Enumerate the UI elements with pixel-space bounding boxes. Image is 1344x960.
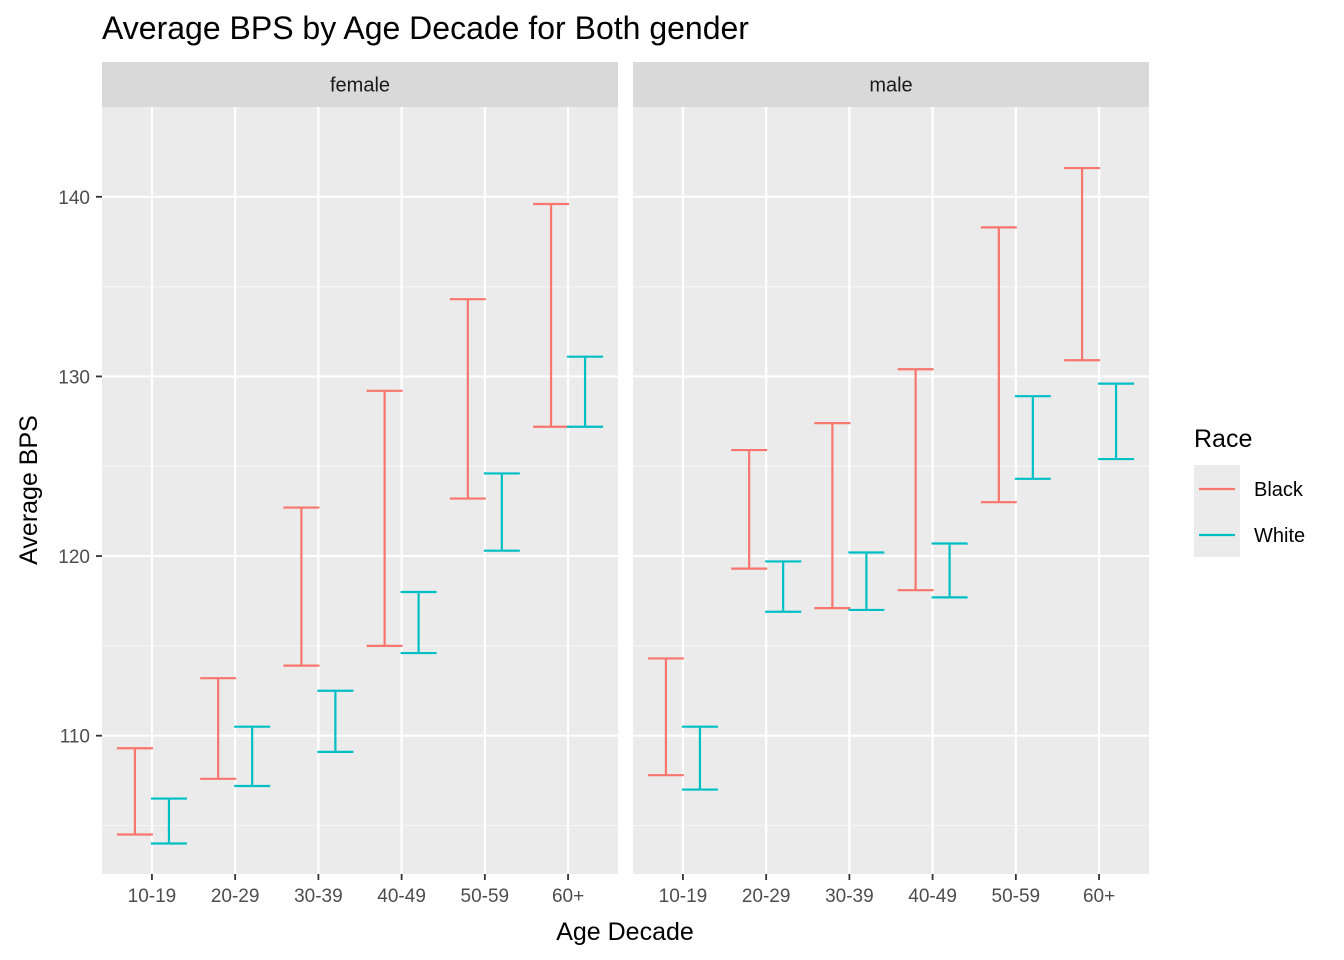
facet-strip-label: female [330,75,390,97]
x-tick-label: 30-39 [294,886,343,907]
legend: Race Black White [1194,425,1305,557]
errorbar-black [647,657,684,777]
errorbar-black [366,389,403,647]
errorbar-black [200,677,237,780]
x-tick-label: 20-29 [742,886,791,907]
errorbar-black [731,448,768,570]
y-tick-label: 120 [58,547,90,568]
facet-panels: female male [102,62,1149,874]
errorbar-white [1098,382,1135,461]
y-tick-label: 130 [58,367,90,388]
errorbar-black [283,506,320,667]
x-tick-label: 40-49 [908,886,957,907]
errorbar-white [848,551,885,612]
x-tick-label: 10-19 [659,886,708,907]
errorbar-white [765,560,802,613]
legend-label: Black [1254,479,1304,501]
facet-strip-label: male [869,75,912,97]
errorbar-black [116,747,153,836]
facet-panel-female: female [102,62,618,874]
facet-panel-male: male [633,62,1149,874]
x-tick-label: 20-29 [211,886,260,907]
x-axis: 10-19 20-29 30-39 40-49 50-59 60+ 10-19 20-29 30… [128,874,1115,907]
errorbar-black [449,298,486,500]
errorbar-white [483,472,520,552]
errorbar-white [681,725,718,791]
y-axis: 110 120 130 140 [58,188,102,748]
errorbar-white [150,797,187,845]
x-tick-label: 10-19 [128,886,177,907]
facet-strip [633,62,1149,107]
panel-background [633,107,1149,874]
errorbar-white [317,689,354,753]
x-tick-label: 40-49 [377,886,426,907]
legend-entry-white: White [1199,525,1305,547]
errorbar-black [814,422,851,610]
x-tick-label: 50-59 [992,886,1041,907]
y-tick-label: 140 [58,188,90,209]
errorbar-black [1064,166,1101,362]
x-axis-title: Age Decade [556,918,694,946]
legend-key-background [1194,465,1240,557]
errorbar-white [400,590,437,655]
legend-entry-black: Black [1199,479,1304,501]
x-tick-label: 30-39 [825,886,874,907]
panel-background [102,107,618,874]
errorbar-black [980,226,1017,504]
chart-title: Average BPS by Age Decade for Both gende… [102,10,749,46]
errorbar-white [234,725,271,788]
x-tick-label: 60+ [1083,886,1115,907]
y-tick-label: 110 [60,727,90,748]
errorbar-white [931,542,968,599]
legend-title: Race [1194,425,1252,453]
y-axis-title: Average BPS [15,415,43,565]
errorbar-black [533,202,570,428]
errorbar-black [897,368,934,592]
errorbar-white [1014,395,1051,480]
x-tick-label: 60+ [552,886,584,907]
legend-label: White [1254,525,1305,547]
errorbar-white [567,355,604,428]
facet-strip [102,62,618,107]
x-tick-label: 50-59 [461,886,510,907]
